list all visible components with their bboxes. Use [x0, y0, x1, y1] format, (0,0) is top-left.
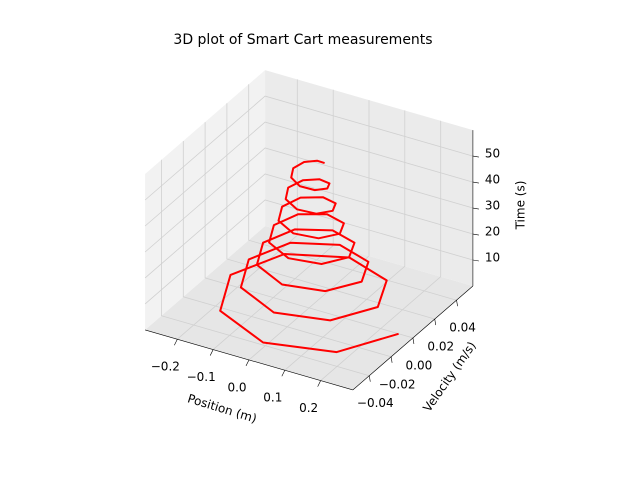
y-tick-label: 0.04 — [449, 321, 476, 335]
tick-mark — [434, 318, 437, 326]
tick-mark — [368, 375, 371, 382]
y-axis-line — [352, 285, 474, 391]
tick-mark — [472, 181, 479, 184]
x-axis-label: Position (m) — [186, 391, 259, 425]
tick-mark — [472, 233, 479, 236]
x-tick-label: 0.1 — [263, 391, 282, 405]
grid-line — [144, 121, 474, 227]
tick-mark — [456, 300, 458, 307]
z-tick-label: 20 — [485, 225, 500, 239]
tick-mark — [472, 259, 479, 262]
z-axis-label: Time (s) — [514, 181, 528, 231]
tick-mark — [390, 356, 393, 363]
y-tick-label: −0.04 — [357, 396, 394, 410]
data-line — [219, 159, 399, 354]
tick-mark — [209, 349, 214, 356]
z-tick-label: 50 — [485, 147, 500, 161]
x-tick-label: −0.2 — [151, 360, 180, 374]
x-axis-line — [145, 329, 353, 391]
tick-mark — [472, 155, 479, 158]
grid-line — [144, 147, 474, 253]
y-tick-label: 0.02 — [427, 340, 454, 354]
tick-mark — [174, 339, 178, 346]
x-tick-label: 0.0 — [227, 380, 246, 394]
x-tick-label: 0.2 — [299, 401, 318, 415]
z-tick-label: 10 — [485, 251, 500, 265]
z-tick-label: 30 — [485, 199, 500, 213]
tick-mark — [281, 370, 286, 377]
grid-line — [144, 199, 474, 305]
chart-title: 3D plot of Smart Cart measurements — [173, 32, 432, 48]
grid-line — [144, 173, 474, 279]
tick-mark — [472, 207, 479, 210]
tick-mark — [317, 380, 321, 387]
z-tick-label: 40 — [485, 173, 500, 187]
grid-line — [144, 95, 474, 201]
y-tick-label: −0.02 — [379, 377, 416, 391]
tick-mark — [412, 337, 415, 344]
y-tick-label: 0.00 — [406, 358, 433, 372]
tick-mark — [245, 359, 250, 367]
x-tick-label: −0.1 — [187, 370, 216, 384]
